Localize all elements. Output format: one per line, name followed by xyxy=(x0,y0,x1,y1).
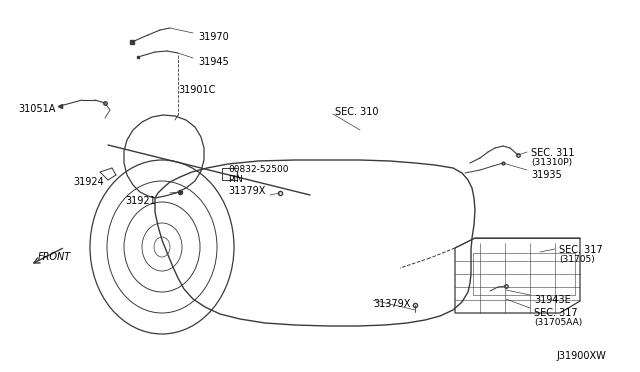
Text: 31921: 31921 xyxy=(125,196,156,206)
Text: 31935: 31935 xyxy=(531,170,562,180)
Text: (31310P): (31310P) xyxy=(531,158,572,167)
Text: FRONT: FRONT xyxy=(38,252,71,262)
Text: 31901C: 31901C xyxy=(178,85,216,95)
Text: 31945: 31945 xyxy=(198,57,228,67)
Text: 00832-52500: 00832-52500 xyxy=(228,165,289,174)
Text: 31943E: 31943E xyxy=(534,295,571,305)
Text: PIN: PIN xyxy=(228,175,243,184)
Text: SEC. 317: SEC. 317 xyxy=(559,245,603,255)
Text: SEC. 311: SEC. 311 xyxy=(531,148,575,158)
Text: 31379X: 31379X xyxy=(373,299,410,309)
Text: SEC. 310: SEC. 310 xyxy=(335,107,378,117)
Text: 31379X: 31379X xyxy=(228,186,266,196)
Text: 31924: 31924 xyxy=(73,177,104,187)
Text: J31900XW: J31900XW xyxy=(556,351,605,361)
Text: (31705): (31705) xyxy=(559,255,595,264)
Text: 31970: 31970 xyxy=(198,32,228,42)
Text: SEC. 317: SEC. 317 xyxy=(534,308,578,318)
Text: (31705AA): (31705AA) xyxy=(534,318,582,327)
Text: 31051A: 31051A xyxy=(18,104,56,114)
